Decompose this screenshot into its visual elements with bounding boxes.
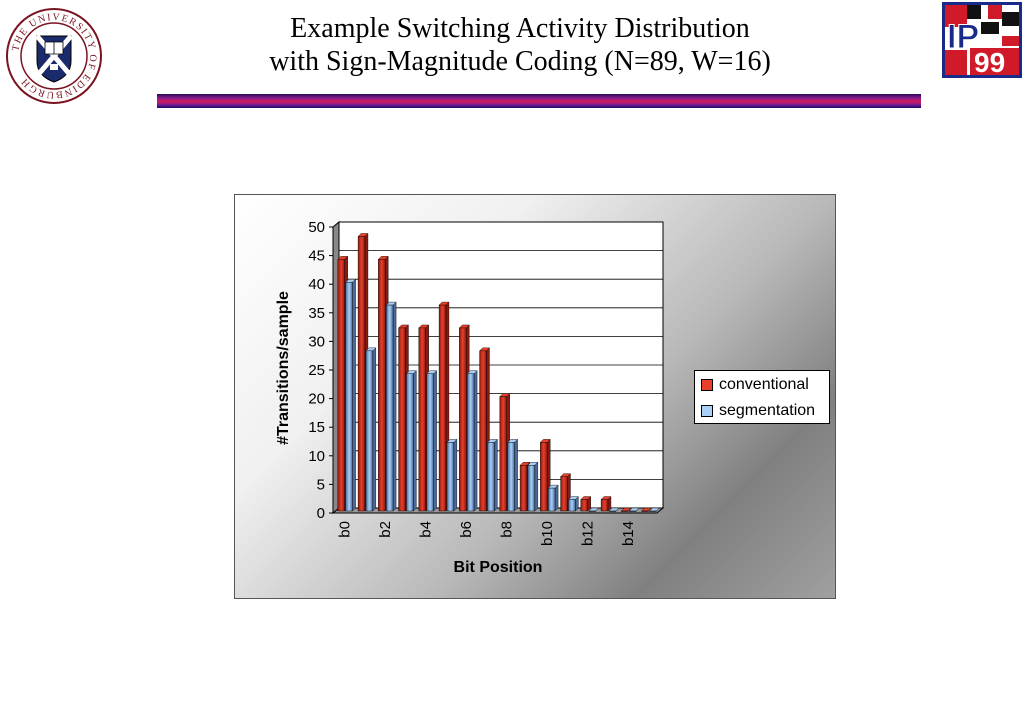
bar-segmentation-b14 [628,507,640,512]
x-tick-label: b14 [620,521,637,546]
legend-item-segmentation: segmentation [701,401,815,421]
bar-segmentation-b3 [405,370,417,512]
x-tick-label: b8 [499,521,516,538]
y-axis-title: #Transitions/sample [275,291,292,445]
y-tick-label: 15 [308,419,325,436]
bar-segmentation-b6 [466,370,478,512]
chart-legend: conventional segmentation [694,370,830,424]
ip99-logo-99-text: 99 [974,47,1005,78]
bar-segmentation-b4 [426,370,438,512]
bar-segmentation-b11 [567,496,579,512]
y-tick-label: 25 [308,362,325,379]
ip99-logo-ip-text: IP [947,18,979,56]
university-crest-logo: THE UNIVERSITY OF EDINBURGH [6,8,102,104]
bar-conventional-b15 [641,507,652,512]
y-tick-label: 45 [308,248,325,265]
y-tick-label: 0 [317,505,325,522]
bar-segmentation-b7 [486,438,498,512]
bar-segmentation-b5 [446,438,458,512]
x-tick-label: b12 [580,521,597,546]
title-divider-bar [157,94,921,108]
bar-conventional-b11 [560,473,571,512]
bar-segmentation-b0 [345,278,357,512]
y-tick-label: 35 [308,305,325,322]
bar-segmentation-b8 [507,438,519,512]
bar-conventional-b13 [600,496,612,512]
bar-segmentation-b12 [588,507,600,512]
x-tick-label: b0 [337,521,354,538]
bar-segmentation-b9 [527,461,539,512]
x-tick-label: b4 [418,521,435,538]
y-tick-label: 30 [308,333,325,350]
legend-item-conventional: conventional [701,375,809,395]
bar-segmentation-b15 [648,507,660,512]
legend-label-segmentation: segmentation [719,402,816,419]
y-tick-label: 10 [308,448,325,465]
y-tick-label: 5 [317,476,325,493]
legend-label-conventional: conventional [719,376,809,393]
slide-title-line-1: Example Switching Activity Distribution [290,13,750,44]
legend-swatch-conventional [701,379,713,391]
x-tick-label: b10 [539,521,556,546]
slide-title: Example Switching Activity Distribution … [160,12,880,78]
bar-segmentation-b13 [608,507,620,512]
bar-segmentation-b10 [547,484,559,512]
ip99-logo: IP 99 [942,2,1022,78]
y-tick-label: 40 [308,276,325,293]
x-tick-label: b2 [377,521,394,538]
bar-segmentation-b1 [365,347,377,512]
y-tick-label: 20 [308,391,325,408]
bar-segmentation-b2 [385,301,397,512]
y-tick-label: 50 [308,219,325,236]
x-tick-label: b6 [458,521,475,538]
bar-conventional-b12 [580,496,592,512]
slide-title-line-2: with Sign-Magnitude Coding (N=89, W=16) [269,46,771,77]
bar-conventional-b14 [620,507,632,512]
legend-swatch-segmentation [701,405,713,417]
x-axis-title: Bit Position [454,559,543,576]
